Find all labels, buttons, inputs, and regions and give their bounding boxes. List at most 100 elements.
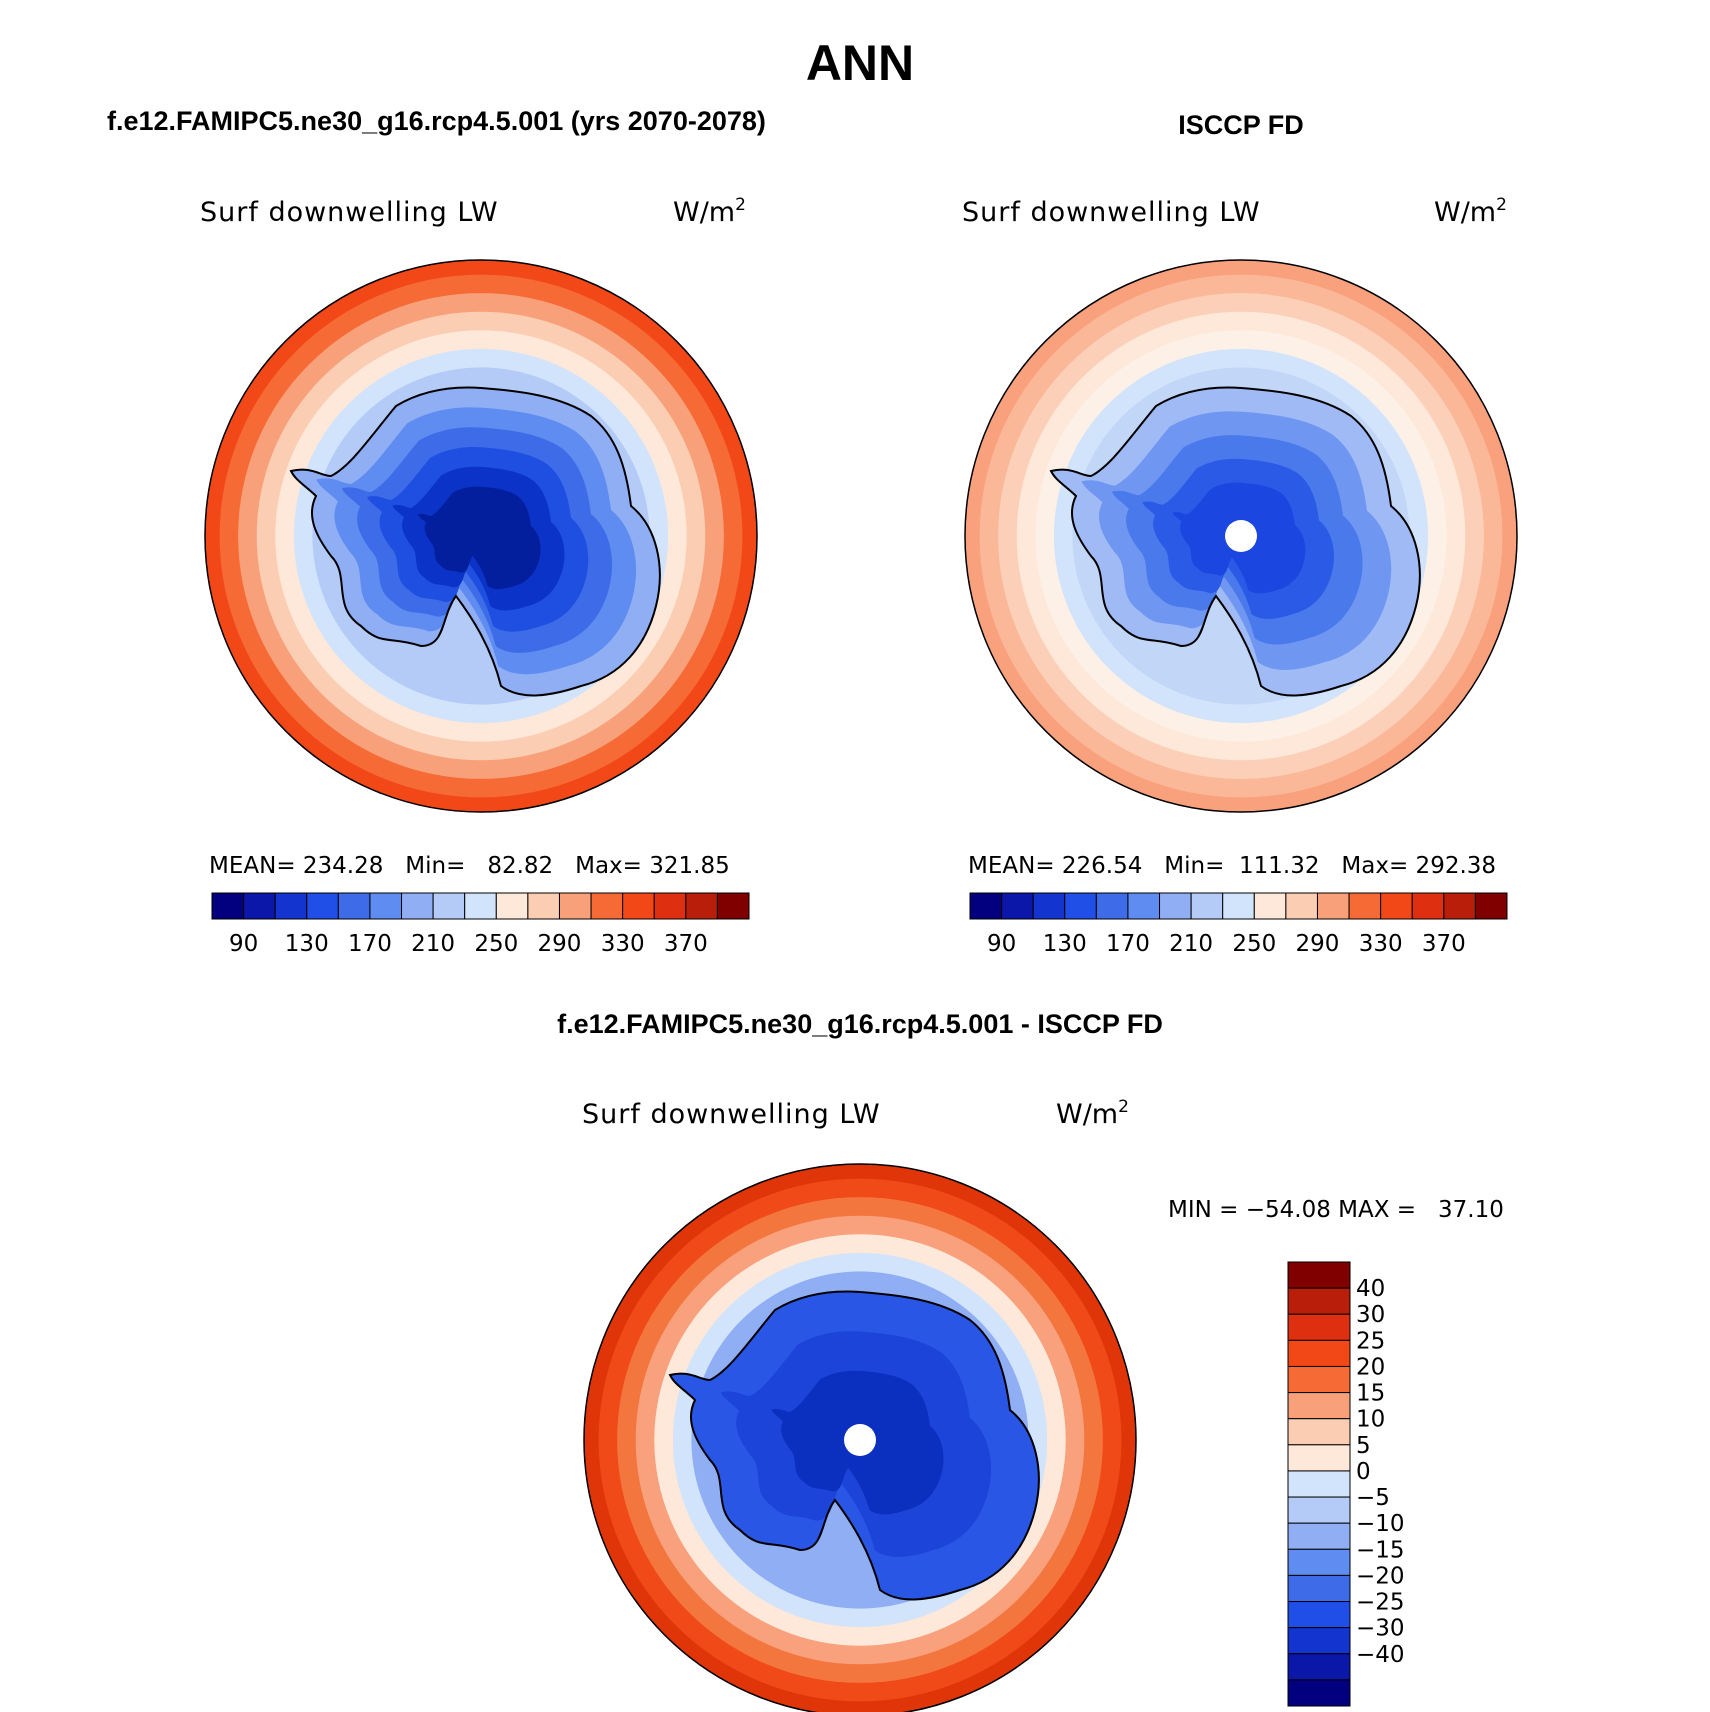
colorbar-label: 30 (1356, 1302, 1385, 1328)
colorbar-swatch (1287, 1365, 1351, 1394)
colorbar-swatch (1001, 892, 1034, 920)
panel-diff-map-border (583, 1163, 1137, 1712)
colorbar-swatch (1287, 1601, 1351, 1629)
colorbar-swatch (1287, 1313, 1351, 1341)
colorbar-label: 170 (1106, 931, 1150, 957)
colorbar-swatch (1190, 892, 1224, 920)
colorbar-label: 0 (1356, 1459, 1371, 1485)
panel-diff: f.e12.FAMIPC5.ne30_g16.rcp4.5.001 - ISCC… (557, 1009, 1504, 1712)
colorbar-swatch (1032, 892, 1066, 920)
colorbar-label: 25 (1356, 1328, 1385, 1354)
colorbar-label: 330 (601, 931, 645, 957)
colorbar-swatch (1253, 892, 1287, 920)
colorbar-label: 290 (538, 931, 582, 957)
panel-obs-map (965, 260, 1517, 812)
colorbar-label: −30 (1356, 1616, 1405, 1642)
colorbar-label: 10 (1356, 1407, 1385, 1433)
colorbar-swatch (653, 892, 687, 920)
figure-title: ANN (806, 35, 914, 91)
colorbar-swatch (401, 892, 434, 920)
colorbar-label: −25 (1356, 1590, 1405, 1616)
colorbar-swatch (211, 892, 245, 920)
panel-model-map-border (204, 259, 758, 813)
colorbar-swatch (1222, 892, 1255, 920)
colorbar-swatch (306, 892, 339, 920)
colorbar-swatch (527, 892, 560, 920)
colorbar-swatch (1095, 892, 1129, 920)
colorbar-swatch (369, 892, 403, 920)
colorbar-swatch (1285, 892, 1318, 920)
panel-obs: ISCCP FD Surf downwelling LW W/m2 MEAN= … (962, 110, 1518, 957)
colorbar-swatch (558, 892, 592, 920)
colorbar-label: 15 (1356, 1381, 1385, 1407)
panel-model: f.e12.FAMIPC5.ne30_g16.rcp4.5.001 (yrs 2… (107, 106, 766, 957)
colorbar-label: −40 (1356, 1642, 1405, 1668)
colorbar-label: 130 (1043, 931, 1087, 957)
colorbar-label: 330 (1359, 931, 1403, 957)
colorbar-swatch (464, 892, 497, 920)
colorbar-label: 250 (1232, 931, 1276, 957)
colorbar-swatch (1411, 892, 1445, 920)
panel-obs-field: Surf downwelling LW (962, 197, 1261, 228)
panel-diff-field: Surf downwelling LW (582, 1099, 881, 1130)
colorbar-swatch (1316, 892, 1350, 920)
colorbar-swatch (1287, 1418, 1351, 1446)
panel-obs-stats: MEAN= 226.54 Min= 111.32 Max= 292.38 (968, 853, 1496, 879)
colorbar-swatch (1159, 892, 1192, 920)
colorbar-swatch (1287, 1548, 1351, 1576)
colorbar-swatch (969, 892, 1003, 920)
panel-diff-heading: f.e12.FAMIPC5.ne30_g16.rcp4.5.001 - ISCC… (557, 1009, 1163, 1039)
colorbar-label: 250 (474, 931, 518, 957)
colorbar-swatch (1287, 1496, 1351, 1524)
colorbar-swatch (1443, 892, 1476, 920)
panel-diff-units: W/m2 (1056, 1097, 1129, 1130)
colorbar-label: 90 (987, 931, 1016, 957)
colorbar-swatch (1287, 1679, 1351, 1707)
colorbar-swatch (1287, 1653, 1351, 1681)
colorbar-swatch (1064, 892, 1097, 920)
colorbar-label: 370 (664, 931, 708, 957)
colorbar-label: 370 (1422, 931, 1466, 957)
colorbar-swatch (274, 892, 308, 920)
panel-obs-colorbar: 90 130 170 210 250 290 330 370 (969, 892, 1508, 957)
colorbar-label: −10 (1356, 1511, 1405, 1537)
colorbar-swatch (1474, 892, 1508, 920)
colorbar-swatch (1348, 892, 1382, 920)
panel-model-field: Surf downwelling LW (200, 197, 499, 228)
colorbar-swatch (1287, 1627, 1351, 1655)
colorbar-swatch (716, 892, 750, 920)
colorbar-label: −5 (1356, 1485, 1390, 1511)
colorbar-swatch (1127, 892, 1161, 920)
colorbar-label: 290 (1296, 931, 1340, 957)
colorbar-swatch (337, 892, 371, 920)
colorbar-swatch (495, 892, 529, 920)
colorbar-label: 170 (348, 931, 392, 957)
colorbar-label: −20 (1356, 1563, 1405, 1589)
colorbar-swatch (685, 892, 718, 920)
colorbar-label: 90 (229, 931, 258, 957)
colorbar-swatch (590, 892, 624, 920)
colorbar-swatch (1287, 1444, 1351, 1472)
colorbar-label: 210 (1169, 931, 1213, 957)
colorbar-swatch (1287, 1392, 1351, 1420)
colorbar-swatch (1287, 1522, 1351, 1550)
colorbar-swatch (1287, 1339, 1351, 1367)
colorbar-swatch (622, 892, 655, 920)
colorbar-label: 20 (1356, 1354, 1385, 1380)
pole-missing-data (844, 1424, 876, 1456)
panel-model-map (205, 260, 757, 812)
panel-obs-units: W/m2 (1434, 195, 1507, 228)
colorbar-swatch (1287, 1287, 1351, 1315)
colorbar-label: 210 (411, 931, 455, 957)
colorbar-label: −15 (1356, 1537, 1405, 1563)
colorbar-swatch (1380, 892, 1413, 920)
panel-diff-stats: MIN = −54.08 MAX = 37.10 (1168, 1197, 1504, 1223)
panel-model-stats: MEAN= 234.28 Min= 82.82 Max= 321.85 (209, 853, 730, 879)
colorbar-label: 40 (1356, 1276, 1385, 1302)
colorbar-swatch (1287, 1470, 1351, 1498)
colorbar-swatch (243, 892, 276, 920)
panel-model-units: W/m2 (673, 195, 746, 228)
colorbar-label: 130 (285, 931, 329, 957)
panel-obs-heading: ISCCP FD (1178, 110, 1304, 140)
